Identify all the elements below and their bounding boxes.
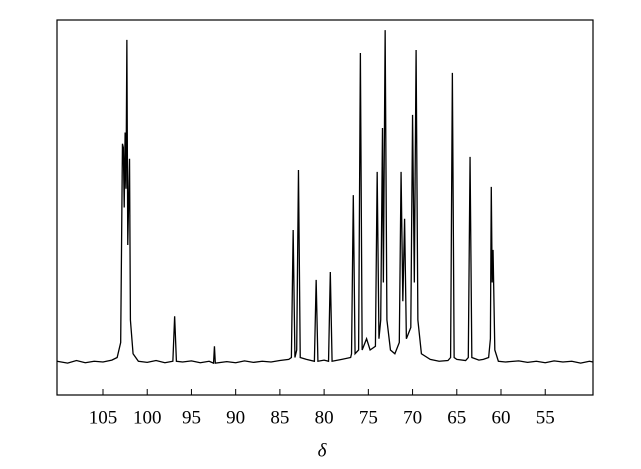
x-tick-label: 95 bbox=[182, 407, 201, 428]
spectrum-line bbox=[56, 30, 594, 365]
x-tick-label: 105 bbox=[89, 407, 118, 428]
x-tick-label: 90 bbox=[226, 407, 245, 428]
x-axis-label: δ bbox=[318, 440, 328, 461]
plot-frame bbox=[56, 19, 594, 396]
x-tick-label: 85 bbox=[270, 407, 289, 428]
x-tick-label: 65 bbox=[447, 407, 466, 428]
x-tick-label: 100 bbox=[133, 407, 162, 428]
x-tick-label: 60 bbox=[492, 407, 511, 428]
x-tick-label: 55 bbox=[536, 407, 555, 428]
x-tick-label: 75 bbox=[359, 407, 378, 428]
x-tick-label: 70 bbox=[403, 407, 422, 428]
x-tick-label: 80 bbox=[315, 407, 334, 428]
